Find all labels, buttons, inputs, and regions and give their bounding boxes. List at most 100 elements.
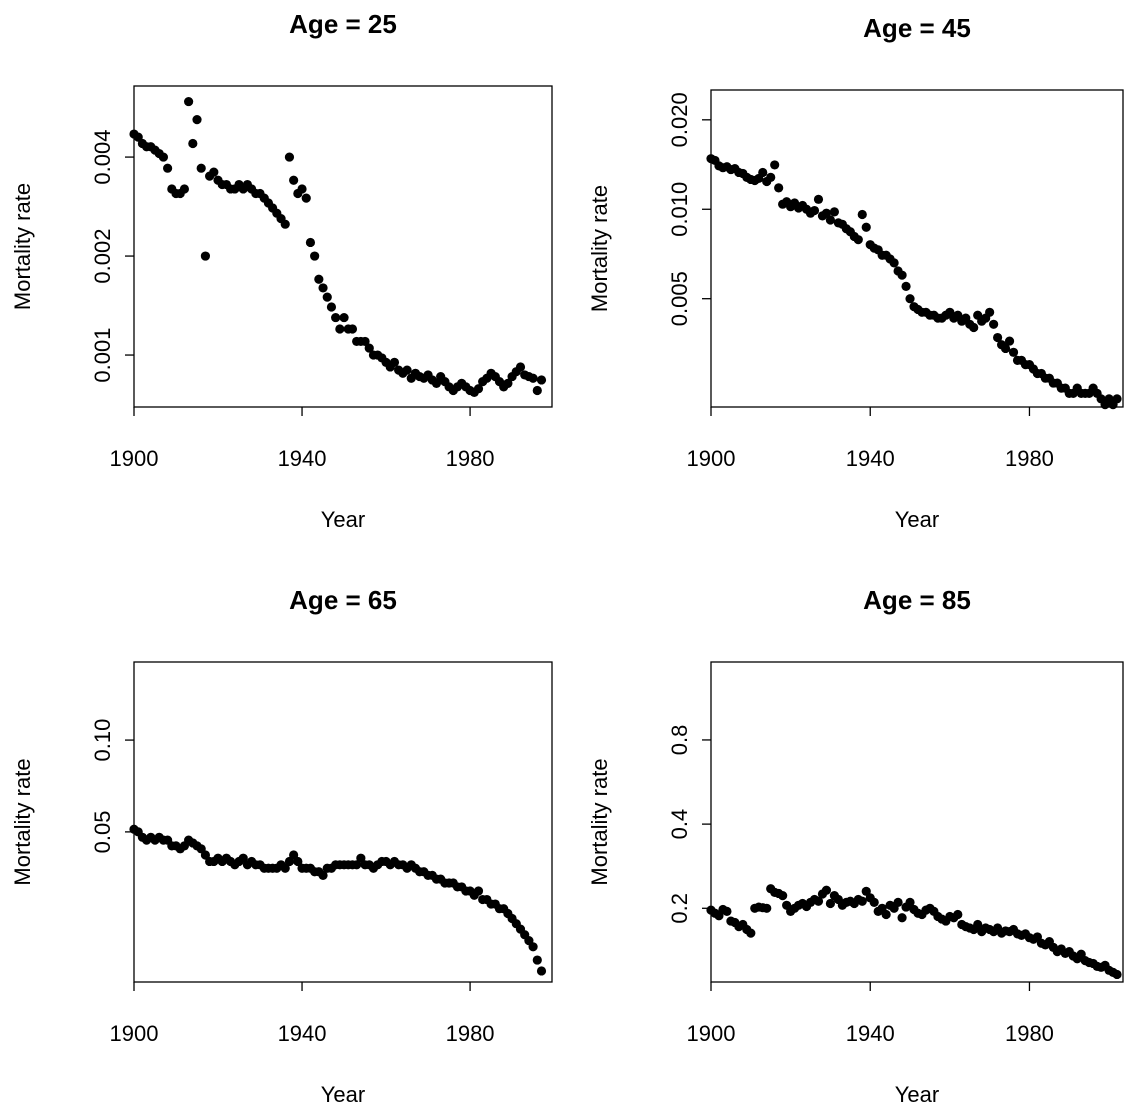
point [297, 184, 307, 194]
point [1008, 347, 1019, 357]
point [503, 378, 513, 388]
point [774, 183, 784, 193]
chart-title: Age = 85 [863, 585, 971, 615]
point [905, 897, 915, 907]
point [809, 205, 820, 216]
point [431, 378, 442, 388]
point [901, 281, 911, 292]
point [196, 163, 206, 173]
x-tick-label: 1940 [846, 1021, 895, 1046]
point [536, 966, 547, 976]
point [889, 258, 899, 268]
plot-frame [710, 89, 1124, 408]
x-tick-label: 1940 [278, 446, 327, 471]
point [857, 896, 867, 906]
point [318, 870, 328, 881]
y-axis-label: Mortality rate [10, 758, 35, 885]
point [993, 332, 1003, 343]
x-tick-label: 1980 [446, 1021, 495, 1046]
point [293, 856, 303, 867]
y-axis-label: Mortality rate [587, 758, 612, 885]
y-tick-label: 0.004 [90, 130, 115, 185]
point [280, 219, 290, 229]
point [347, 324, 358, 334]
point [528, 373, 538, 383]
y-tick-label: 0.020 [667, 92, 692, 147]
y-tick-label: 0.005 [667, 271, 692, 326]
point [209, 167, 219, 177]
y-tick-label: 0.8 [667, 725, 692, 756]
x-axis-label: Year [895, 1082, 939, 1107]
x-tick-label: 1900 [687, 1021, 736, 1046]
point [969, 322, 979, 333]
point [238, 853, 248, 863]
point [953, 909, 963, 920]
x-tick-label: 1900 [110, 1021, 159, 1046]
point [825, 898, 836, 909]
point [821, 885, 832, 895]
point [200, 251, 211, 261]
point [722, 906, 732, 916]
point [310, 251, 320, 261]
y-tick-label: 0.4 [667, 809, 692, 840]
point [869, 897, 879, 907]
point [778, 891, 788, 901]
x-tick-label: 1900 [110, 446, 159, 471]
point [289, 175, 299, 185]
point [515, 362, 526, 372]
point [280, 863, 290, 873]
point [829, 207, 840, 217]
point [314, 274, 324, 284]
point [746, 928, 756, 938]
point [188, 138, 198, 149]
point [473, 384, 484, 394]
x-axis-label: Year [321, 1082, 365, 1107]
point [813, 896, 824, 906]
x-tick-label: 1940 [278, 1021, 327, 1046]
x-tick-label: 1980 [1005, 446, 1054, 471]
x-tick-label: 1940 [846, 446, 895, 471]
x-tick-label: 1980 [446, 446, 495, 471]
point [881, 909, 891, 920]
y-tick-label: 0.2 [667, 893, 692, 924]
x-axis-label: Year [895, 507, 939, 532]
point [402, 365, 412, 375]
y-tick-label: 0.002 [90, 229, 115, 284]
point [335, 324, 345, 334]
point [861, 222, 871, 232]
point [857, 209, 867, 220]
point [536, 375, 547, 385]
point [897, 270, 907, 280]
point [905, 294, 915, 304]
y-tick-label: 0.010 [667, 182, 692, 237]
point [532, 955, 542, 965]
x-tick-label: 1900 [687, 446, 736, 471]
point [339, 312, 349, 323]
point [389, 357, 400, 367]
point [1000, 343, 1011, 354]
y-tick-label: 0.10 [90, 719, 115, 762]
point [762, 903, 772, 913]
point [973, 919, 983, 930]
x-axis-label: Year [321, 507, 365, 532]
point [893, 897, 903, 907]
point [1112, 969, 1122, 980]
point [532, 385, 542, 396]
y-axis-label: Mortality rate [587, 185, 612, 312]
point [821, 208, 832, 218]
point [985, 307, 995, 317]
x-tick-label: 1980 [1005, 1021, 1054, 1046]
point [528, 942, 538, 952]
point [184, 96, 194, 107]
point [318, 283, 328, 293]
point [192, 115, 202, 125]
y-axis-label: Mortality rate [10, 183, 35, 310]
point [356, 853, 366, 863]
point [758, 167, 768, 178]
point [364, 343, 374, 353]
y-tick-label: 0.001 [90, 328, 115, 383]
point [158, 152, 169, 162]
point [305, 237, 316, 248]
point [989, 319, 999, 329]
point [813, 194, 824, 204]
